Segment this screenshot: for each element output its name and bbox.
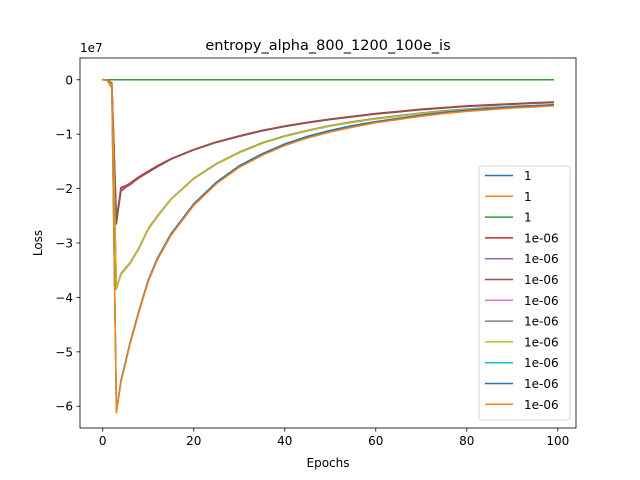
legend: 1 1 1 1e-06 1e-06 1e-06 1e-06 1e-06 1e-06 1e-06 1e… [478,165,571,421]
series-line-12 [101,78,555,414]
x-tick-label: 40 [277,434,292,448]
legend-label: 1 [524,211,532,225]
x-axis-ticks: 0 20 40 60 80 100 [99,428,569,448]
y-tick-label: −1 [55,128,73,142]
legend-label: 1e-06 [524,398,559,412]
legend-label: 1e-06 [524,377,559,391]
x-tick-label: 60 [368,434,383,448]
x-tick-label: 80 [459,434,474,448]
legend-label: 1e-06 [524,356,559,370]
y-axis-offset-label: 1e7 [80,41,103,55]
legend-label: 1e-06 [524,335,559,349]
x-tick-label: 100 [546,434,569,448]
y-tick-label: −4 [55,291,73,305]
y-axis-label: Loss [31,230,45,256]
y-tick-label: 0 [65,73,73,87]
legend-label: 1e-06 [524,273,559,287]
legend-label: 1e-06 [524,231,559,245]
legend-label: 1e-06 [524,294,559,308]
series-line-6 [101,78,555,225]
y-axis-ticks: 0 −1 −2 −3 −4 −5 −6 [55,73,80,414]
x-axis-label: Epochs [307,456,350,470]
legend-label: 1e-06 [524,315,559,329]
chart-title: entropy_alpha_800_1200_100e_is [205,38,450,54]
x-tick-label: 0 [99,434,107,448]
legend-label: 1 [524,190,532,204]
y-tick-label: −2 [55,182,73,196]
x-tick-label: 20 [186,434,201,448]
legend-label: 1 [524,169,532,183]
series-layer [101,78,555,414]
y-tick-label: −6 [55,400,73,414]
y-tick-label: −3 [55,237,73,251]
legend-box [478,165,571,421]
series-line-9 [101,78,555,290]
legend-label: 1e-06 [524,252,559,266]
y-tick-label: −5 [55,345,73,359]
